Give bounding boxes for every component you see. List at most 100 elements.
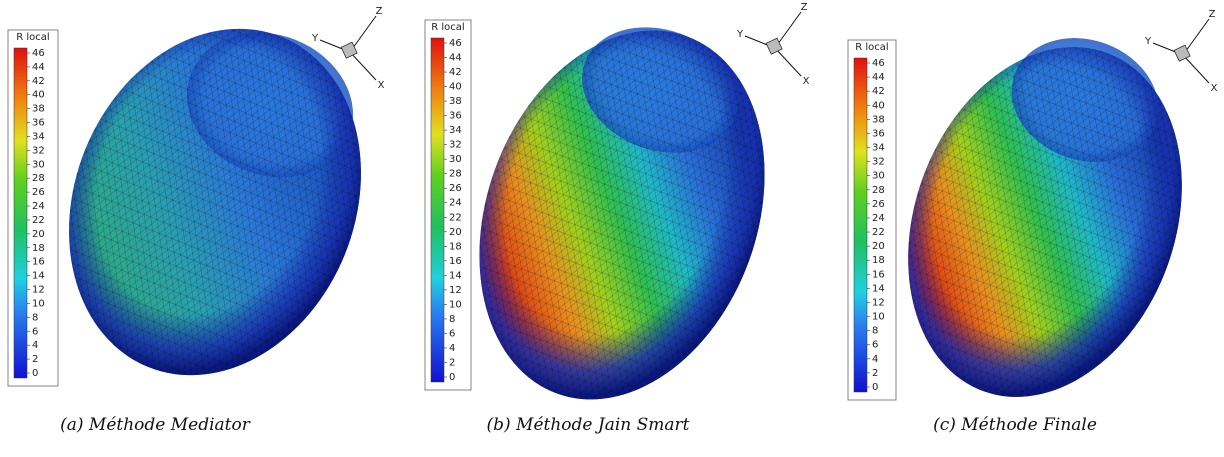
legend-tick-label: 22 — [449, 212, 462, 223]
legend-tick-label: 46 — [872, 58, 885, 69]
legend-tick-label: 20 — [449, 227, 462, 238]
legend-tick-label: 42 — [449, 67, 462, 78]
legend-tick-label: 24 — [32, 201, 45, 212]
legend-tick-label: 36 — [449, 111, 462, 122]
legend-tick-label: 26 — [872, 199, 885, 210]
axis-label-z: Z — [801, 2, 808, 13]
legend-tick-label: 34 — [449, 125, 462, 136]
legend-tick-label: 6 — [449, 328, 455, 339]
axis-x — [1182, 54, 1210, 84]
legend-tick-label: 14 — [32, 271, 45, 282]
legend-tick-label: 24 — [872, 213, 885, 224]
panel: R local024681012141618202224262830323436… — [847, 9, 1218, 435]
legend-tick-label: 12 — [449, 285, 462, 296]
legend-tick-label: 10 — [872, 312, 885, 323]
legend-tick-label: 0 — [449, 372, 455, 383]
legend-tick-label: 32 — [32, 145, 45, 156]
legend-tick-label: 10 — [32, 298, 45, 309]
legend-tick-label: 4 — [32, 340, 38, 351]
legend-tick-label: 32 — [449, 140, 462, 151]
caption: (c) Méthode Finale — [933, 415, 1097, 435]
legend-tick-label: 26 — [32, 187, 45, 198]
legend-tick-label: 20 — [872, 241, 885, 252]
legend-tick-label: 20 — [32, 229, 45, 240]
legend-tick-label: 26 — [449, 183, 462, 194]
legend-tick-label: 18 — [872, 255, 885, 266]
colorbar — [430, 37, 445, 383]
legend-tick-label: 18 — [32, 243, 45, 254]
legend-tick-label: 16 — [449, 256, 462, 267]
axis-z — [349, 15, 377, 53]
legend-tick-label: 34 — [872, 143, 885, 154]
axis-cube — [340, 41, 358, 59]
legend-tick-label: 22 — [32, 215, 45, 226]
legend-tick-label: 38 — [449, 96, 462, 107]
legend-tick-label: 30 — [32, 159, 45, 170]
legend-tick-label: 40 — [449, 82, 462, 93]
legend-tick-label: 12 — [32, 285, 45, 296]
axis-label-z: Z — [1209, 9, 1216, 20]
legend-tick-label: 28 — [32, 173, 45, 184]
legend-tick-label: 44 — [872, 72, 885, 83]
legend-tick-label: 12 — [872, 297, 885, 308]
axis-label-x: X — [1211, 83, 1218, 94]
legend-tick-label: 6 — [32, 326, 38, 337]
surface-mesh — [908, 47, 1182, 397]
legend-tick-label: 34 — [32, 131, 45, 142]
legend-tick-label: 14 — [872, 283, 885, 294]
legend-tick-label: 0 — [32, 368, 38, 379]
legend-tick-label: 40 — [32, 90, 45, 101]
legend-tick-label: 8 — [449, 314, 455, 325]
legend-tick-label: 28 — [872, 185, 885, 196]
colorbar — [853, 57, 868, 393]
legend-tick-label: 6 — [872, 340, 878, 351]
legend-tick-label: 38 — [872, 114, 885, 125]
panel: R local024681012141618202224262830323436… — [424, 2, 810, 435]
legend-tick-label: 0 — [872, 382, 878, 393]
surface-mesh — [69, 28, 361, 376]
legend-tick-label: 38 — [32, 104, 45, 115]
legend-tick-label: 24 — [449, 198, 462, 209]
legend-tick-label: 8 — [872, 326, 878, 337]
legend-title: R local — [16, 32, 49, 43]
legend-tick-label: 30 — [449, 154, 462, 165]
axis-x — [774, 47, 802, 77]
legend-tick-label: 2 — [32, 354, 38, 365]
panel: R local024681012141618202224262830323436… — [7, 6, 385, 435]
axis-label-y: Y — [311, 33, 319, 44]
legend-tick-label: 4 — [449, 343, 455, 354]
axis-x — [349, 51, 377, 81]
legend-title: R local — [431, 22, 464, 33]
legend-tick-label: 4 — [872, 354, 878, 365]
legend-tick-label: 16 — [32, 257, 45, 268]
legend-tick-label: 42 — [32, 76, 45, 87]
surface-mesh — [479, 30, 765, 400]
legend-tick-label: 42 — [872, 86, 885, 97]
axis-cube — [765, 37, 783, 55]
legend-tick-label: 18 — [449, 241, 462, 252]
legend-tick-label: 32 — [872, 157, 885, 168]
legend-tick-label: 14 — [449, 270, 462, 281]
axis-z — [774, 11, 802, 49]
legend-tick-label: 2 — [872, 368, 878, 379]
axis-label-x: X — [378, 80, 385, 91]
axis-label-y: Y — [736, 29, 744, 40]
legend-tick-label: 44 — [449, 53, 462, 64]
axis-z — [1182, 18, 1210, 56]
legend-tick-label: 28 — [449, 169, 462, 180]
legend-tick-label: 40 — [872, 100, 885, 111]
axis-label-z: Z — [376, 6, 383, 17]
legend-tick-label: 2 — [449, 357, 455, 368]
legend-tick-label: 30 — [872, 171, 885, 182]
axis-cube — [1173, 44, 1191, 62]
legend-tick-label: 44 — [32, 62, 45, 73]
axis-label-y: Y — [1144, 36, 1152, 47]
colorbar — [13, 47, 28, 379]
legend-tick-label: 8 — [32, 312, 38, 323]
legend-title: R local — [855, 42, 888, 53]
caption: (b) Méthode Jain Smart — [487, 415, 690, 435]
axis-label-x: X — [803, 76, 810, 87]
legend-tick-label: 10 — [449, 299, 462, 310]
legend-tick-label: 36 — [32, 118, 45, 129]
